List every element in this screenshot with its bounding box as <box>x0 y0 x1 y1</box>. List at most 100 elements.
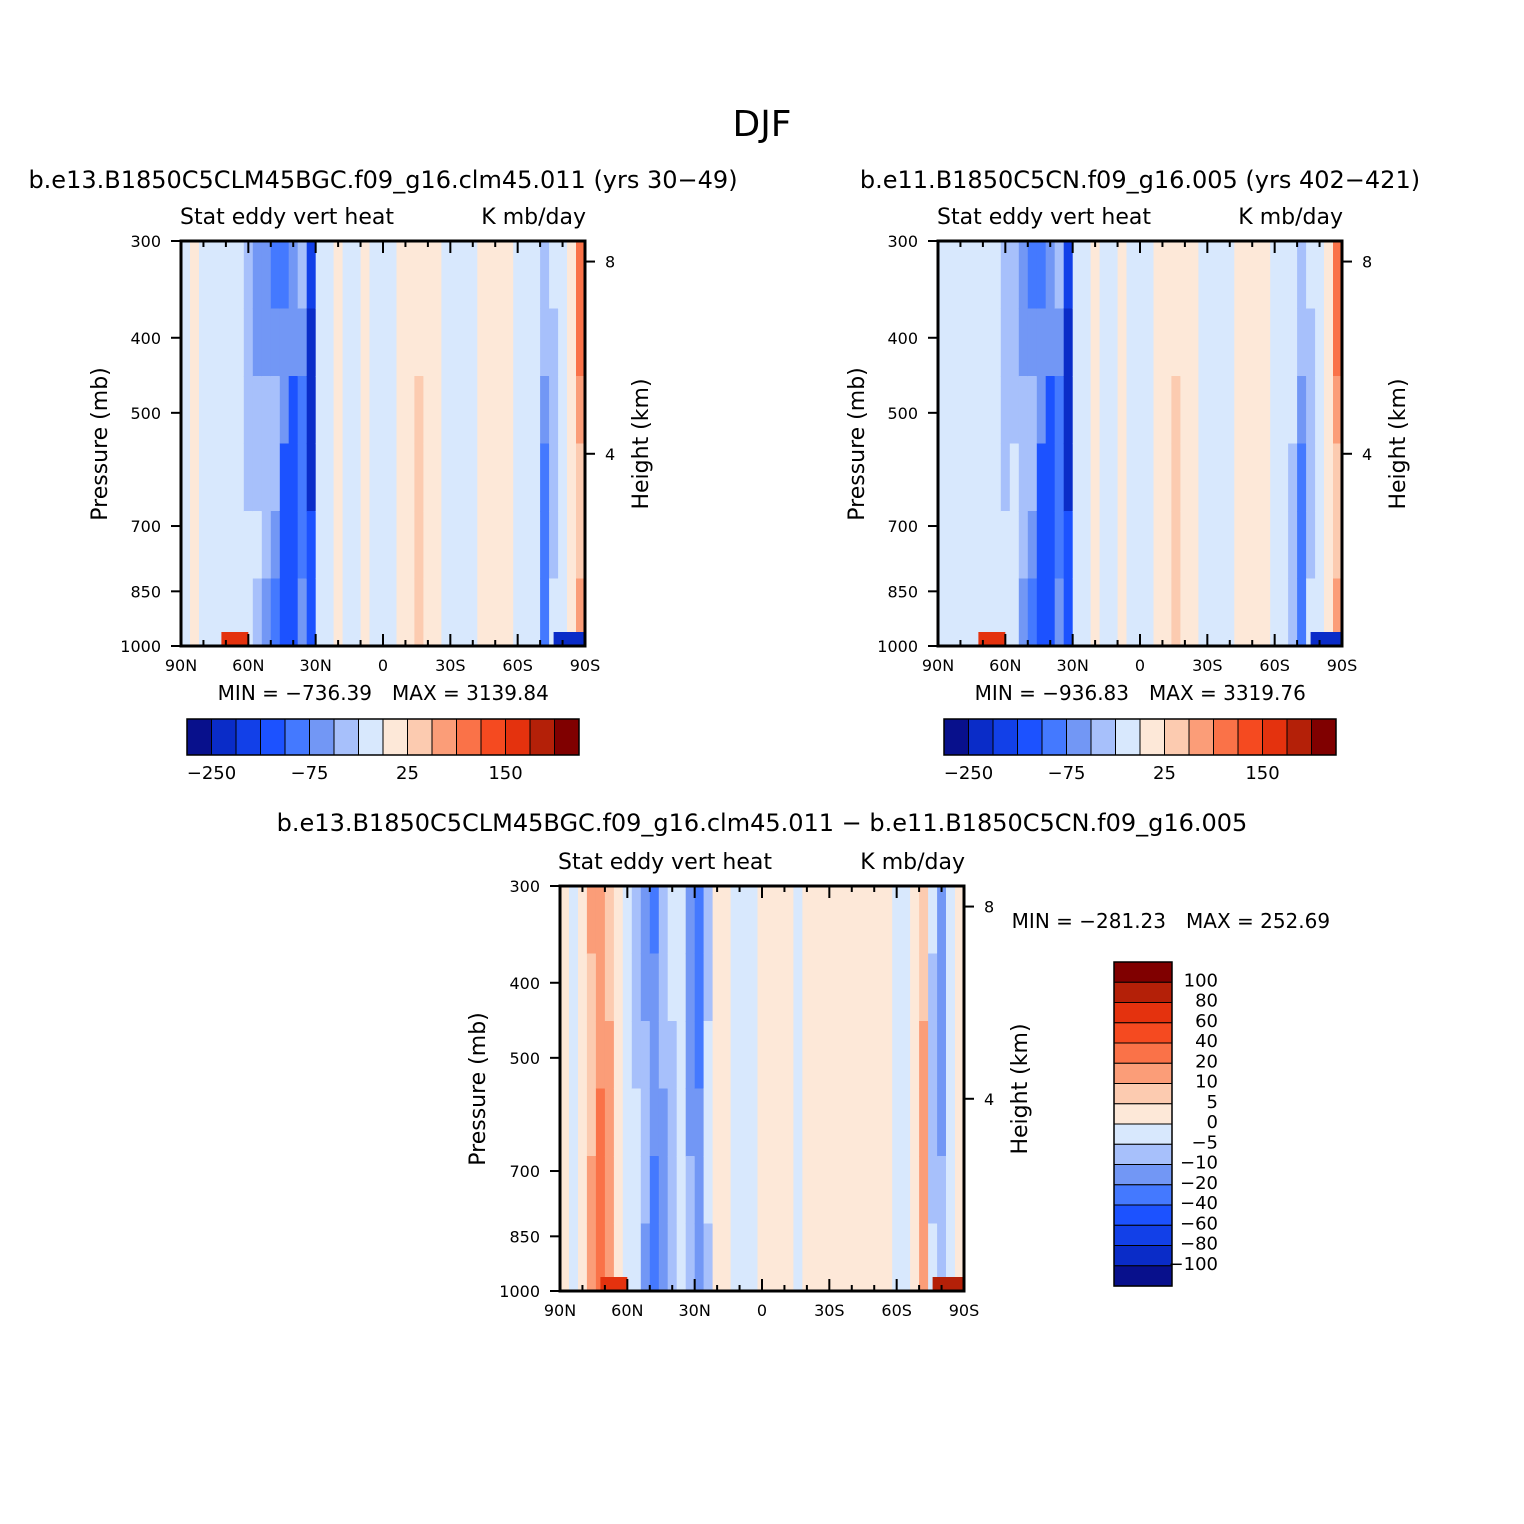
contour-cell <box>522 241 532 310</box>
contour-cell <box>207 443 218 512</box>
y-tick-label: 300 <box>887 232 918 251</box>
contour-cell <box>333 376 344 445</box>
colorbar-swatch <box>186 718 212 756</box>
contour-cell <box>739 1088 750 1157</box>
contour-cell <box>928 1021 938 1090</box>
contour-cell <box>1018 511 1029 580</box>
contour-cell <box>631 1088 642 1157</box>
contour-cell <box>450 511 460 580</box>
contour-cell <box>1288 376 1298 445</box>
contour-cell <box>856 1156 866 1225</box>
contour-cell <box>306 308 317 377</box>
contour-cell <box>243 308 254 377</box>
contour-cell <box>658 1156 669 1225</box>
contour-cell <box>1135 511 1146 580</box>
contour-cell <box>838 953 848 1022</box>
colorbar-swatch <box>1237 718 1263 756</box>
contour-cell <box>190 308 200 377</box>
contour-cell <box>730 1088 741 1157</box>
contour-cell <box>432 443 442 512</box>
contour-cell <box>991 443 1002 512</box>
contour-cell <box>225 308 236 377</box>
contour-cell <box>333 443 344 512</box>
contour-cell <box>199 241 209 310</box>
contour-cell <box>513 308 523 377</box>
contour-cell <box>531 578 541 647</box>
contour-cell <box>549 241 559 310</box>
contour-cell <box>1315 578 1325 647</box>
contour-cell <box>234 578 245 647</box>
contour-cell <box>252 511 263 580</box>
contour-cell <box>784 1088 794 1157</box>
contour-cell <box>1207 578 1217 647</box>
contour-cell <box>685 1223 696 1292</box>
contour-cell <box>937 1223 947 1292</box>
colorbar-swatch <box>1311 718 1337 756</box>
contour-cell <box>901 1088 911 1157</box>
contour-cell <box>261 241 272 310</box>
contour-cell <box>784 1223 794 1292</box>
contour-cell <box>1000 443 1011 512</box>
contour-cell <box>450 443 460 512</box>
contour-cell <box>1126 578 1137 647</box>
contour-cell <box>423 511 433 580</box>
contour-cell <box>667 1223 678 1292</box>
contour-cell <box>1270 511 1280 580</box>
contour-cell <box>757 1088 768 1157</box>
contour-cell <box>1099 511 1110 580</box>
contour-cell <box>1297 308 1307 377</box>
contour-cell <box>1171 578 1181 647</box>
contour-cell <box>712 1156 723 1225</box>
contour-cell <box>658 953 669 1022</box>
contour-cell <box>766 1223 777 1292</box>
contour-cell <box>234 241 245 310</box>
contour-cell <box>956 511 966 580</box>
colorbar-swatch <box>1113 1164 1173 1186</box>
contour-cell <box>937 1156 947 1225</box>
y2-tick-label: 4 <box>984 1090 994 1109</box>
contour-cell <box>531 376 541 445</box>
contour-cell <box>333 578 344 647</box>
contour-cell <box>297 511 308 580</box>
contour-cell <box>1252 376 1262 445</box>
contour-cell <box>414 376 424 445</box>
contour-cell <box>1117 376 1128 445</box>
contour-cell <box>1162 443 1172 512</box>
contour-cell <box>441 241 451 310</box>
contour-cell <box>955 1156 965 1225</box>
contour-cell <box>703 1156 714 1225</box>
contour-cell <box>694 1021 705 1090</box>
contour-cell <box>540 511 550 580</box>
contour-cell <box>423 578 433 647</box>
contour-cell <box>892 1156 902 1225</box>
contour-cell <box>604 1021 615 1090</box>
contour-cell <box>1027 443 1038 512</box>
contour-cell <box>1153 578 1164 647</box>
contour-cell <box>405 578 415 647</box>
contour-cell <box>315 376 326 445</box>
contour-cell <box>640 1021 651 1090</box>
figure-title: DJF <box>732 104 791 145</box>
contour-cell <box>540 241 550 310</box>
contour-cell <box>567 241 577 310</box>
contour-cell <box>1198 241 1208 310</box>
contour-cell <box>1216 443 1226 512</box>
contour-cell <box>181 308 191 377</box>
contour-cell <box>360 308 371 377</box>
contour-cell <box>1153 511 1164 580</box>
colorbar-swatch <box>1017 718 1043 756</box>
contour-cell <box>432 578 442 647</box>
colorbar-swatch <box>358 718 384 756</box>
contour-cell <box>919 1223 929 1292</box>
contour-cell <box>1306 511 1316 580</box>
contour-cell <box>1333 511 1343 580</box>
colorbar-swatch <box>1113 1204 1173 1226</box>
contour-cell <box>1144 241 1155 310</box>
contour-cell <box>549 578 559 647</box>
contour-cell <box>1279 443 1289 512</box>
contour-cell <box>1288 511 1298 580</box>
contour-cell <box>279 443 290 512</box>
y-tick-label: 400 <box>887 329 918 348</box>
contour-cell <box>1315 241 1325 310</box>
contour-cell <box>405 308 415 377</box>
